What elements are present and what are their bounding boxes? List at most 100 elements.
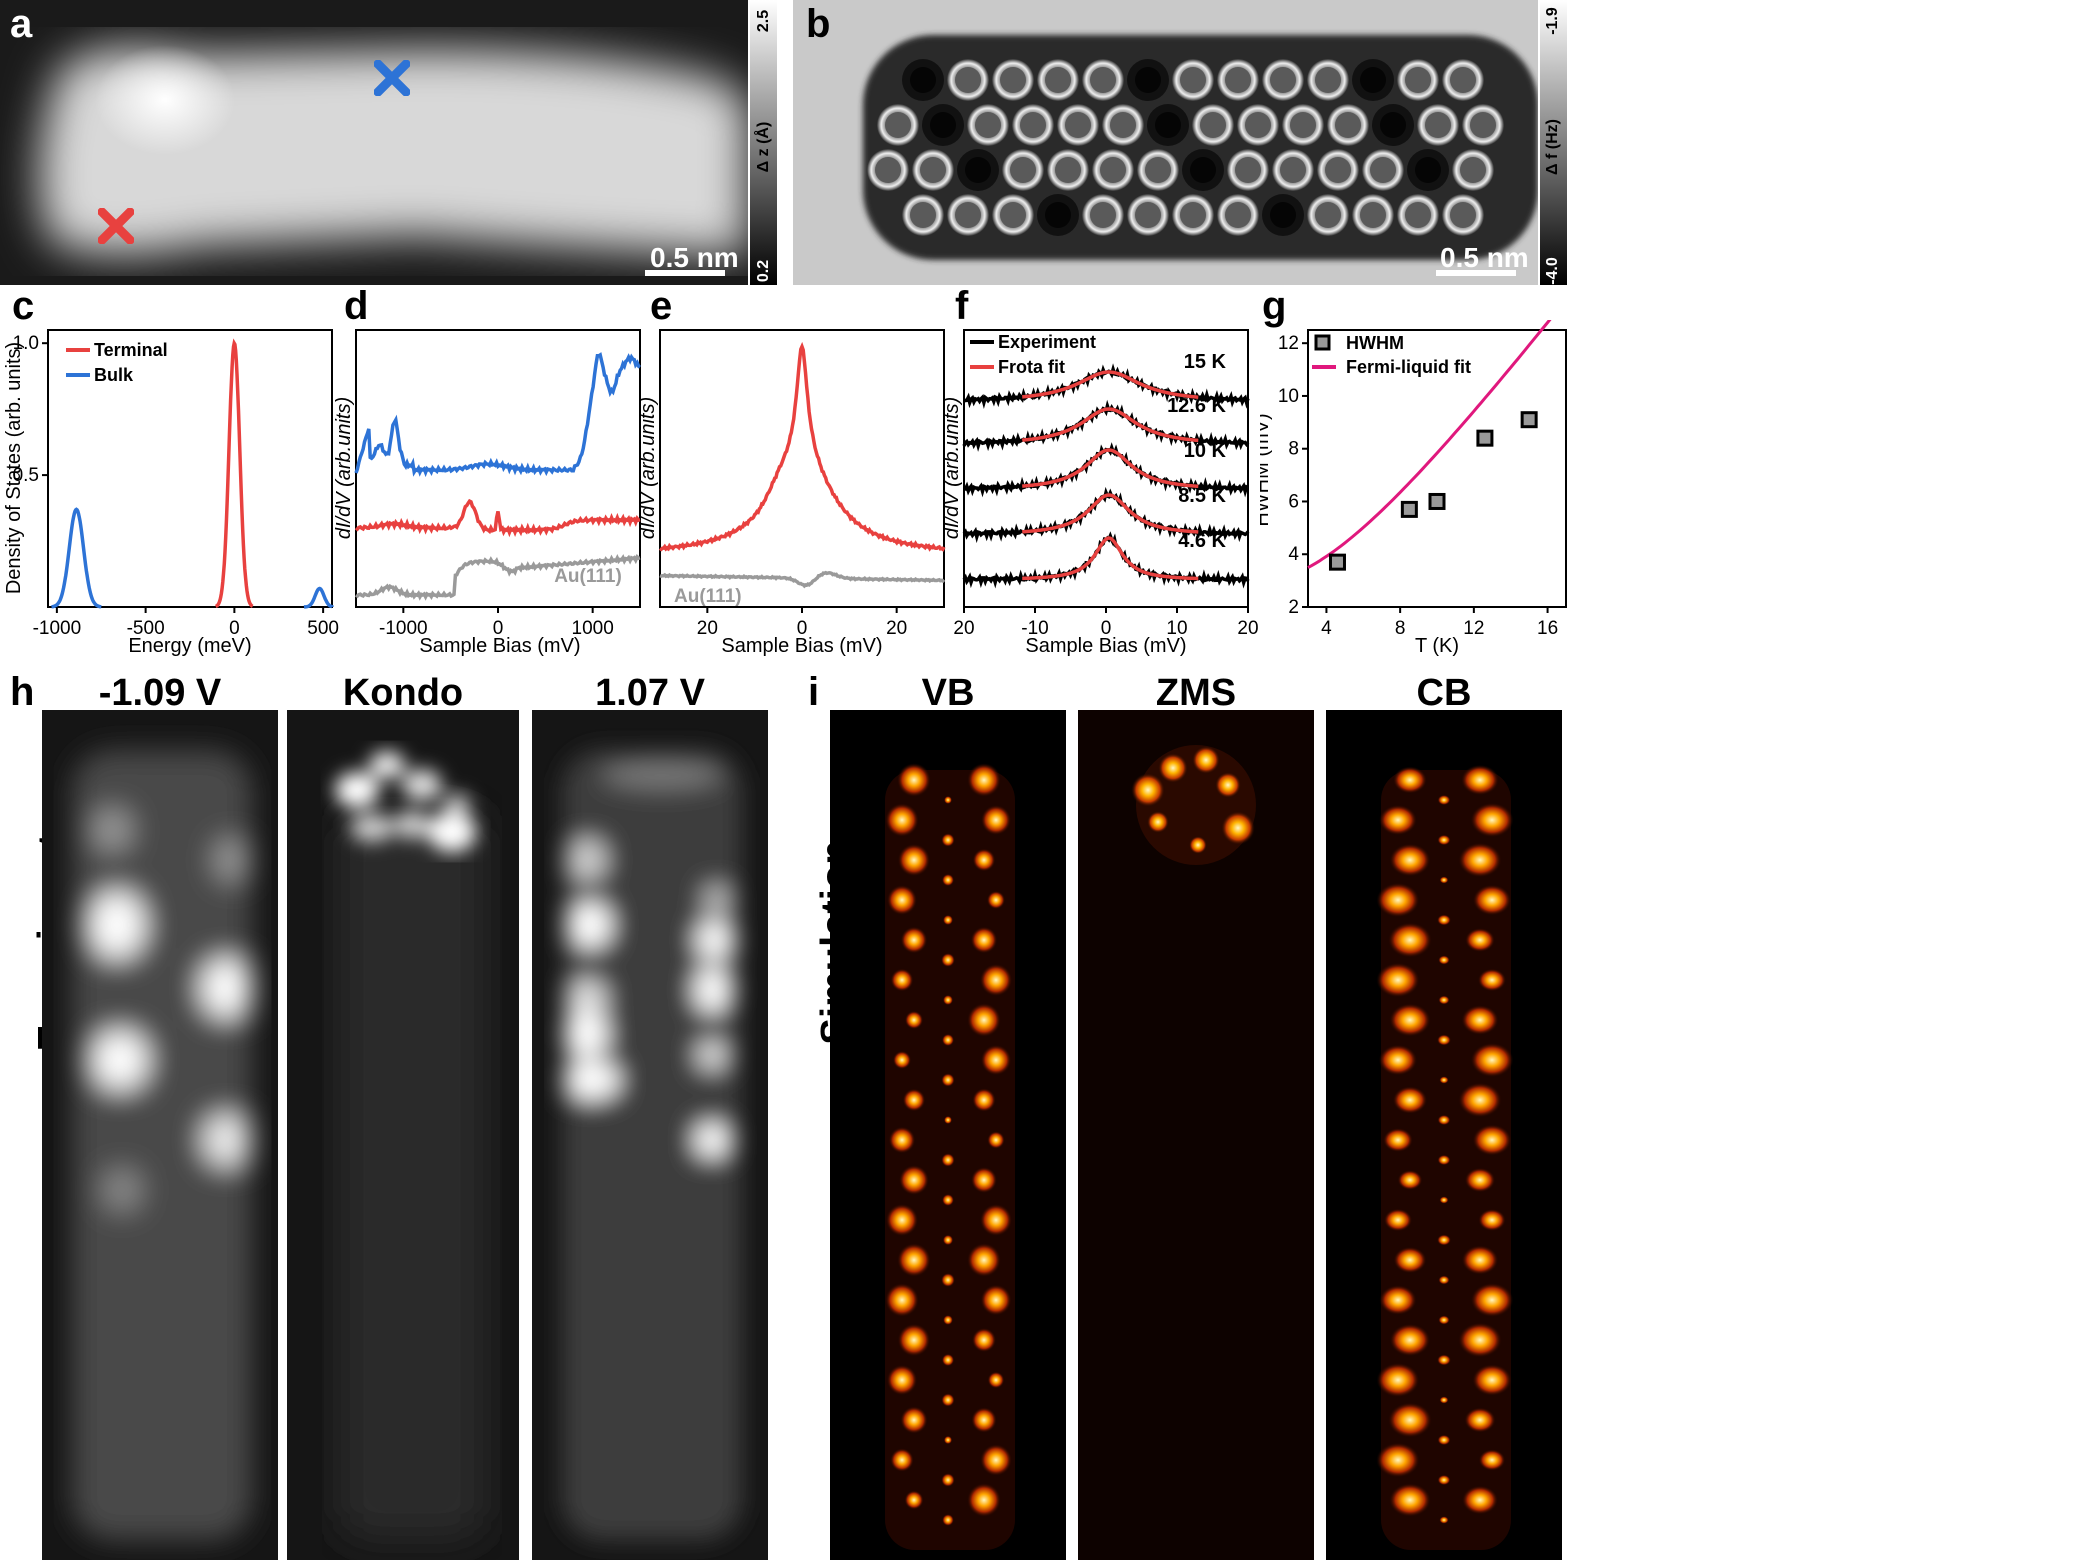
ring-center — [1090, 202, 1116, 228]
series-bulk-didv — [354, 352, 642, 478]
orbital-lobe — [1376, 1362, 1420, 1398]
orbital-lobe — [885, 1203, 919, 1237]
orbital-lobe — [942, 1514, 954, 1526]
ring-center — [965, 157, 991, 183]
orbital-lobe — [943, 795, 953, 805]
ring-center — [1190, 157, 1216, 183]
i-title-cb: CB — [1416, 672, 1472, 714]
legend-hwhm-swatch — [1314, 334, 1331, 351]
ring-center — [1270, 67, 1296, 93]
orbital-lobe — [967, 1003, 1001, 1037]
colorbar-b-min: -4.0 — [1544, 257, 1561, 285]
chart-e-xlabel: Sample Bias (mV) — [721, 635, 882, 657]
orbital-lobe — [1439, 1196, 1449, 1204]
ring-center — [1360, 202, 1386, 228]
orbital-lobe — [1389, 1003, 1431, 1037]
orbital-lobe — [986, 890, 1006, 910]
orbital-lobe — [898, 1164, 930, 1196]
panel-label-e: e — [650, 284, 673, 328]
temperature-label-1: 12.6 K — [1167, 395, 1226, 417]
chart-f-xtick-3: 10 — [1166, 618, 1187, 639]
series-experiment-1 — [962, 399, 1250, 452]
orbital-lobe — [1388, 1402, 1432, 1438]
orbital-lobe — [1477, 968, 1507, 992]
orbital-lobe — [941, 1273, 955, 1287]
chart-e-frame — [659, 329, 945, 608]
orbital-lobe — [1389, 1483, 1431, 1517]
ring-center — [1200, 112, 1226, 138]
orbital-lobe — [1464, 1167, 1496, 1193]
chart-d: -1000 0 1000 Au(111) Sample Bias (mV) dI/d… — [330, 320, 650, 665]
orbital-lobe — [1437, 1474, 1451, 1486]
orbital-lobe — [1437, 794, 1451, 806]
orbital-lobe — [1461, 1005, 1499, 1035]
ring-center — [1415, 157, 1441, 183]
orbital-lobe — [1388, 922, 1432, 958]
orbital-lobe — [1461, 764, 1499, 796]
ring-center — [955, 202, 981, 228]
orbital-lobe — [979, 963, 1013, 997]
colorbar-b-label: Δ f (Hz) — [1544, 119, 1561, 175]
chart-g-xtick-3: 16 — [1537, 618, 1558, 639]
orbital-lobe — [1478, 1208, 1506, 1232]
orbital-lobe — [941, 1033, 955, 1047]
panel-label-b: b — [806, 2, 831, 46]
ring-center — [1000, 202, 1026, 228]
series-frota-1 — [1021, 407, 1199, 443]
ring-center — [1450, 202, 1476, 228]
ring-center — [1405, 67, 1431, 93]
chart-g-ytick-4: 10 — [1278, 386, 1299, 407]
chart-g-xtick-2: 12 — [1463, 618, 1484, 639]
orbital-lobe — [1458, 1322, 1502, 1358]
orbital-lobe — [941, 1073, 955, 1087]
chart-e-xtick-0: 20 — [697, 618, 718, 639]
orbital-lobe — [967, 1483, 1001, 1517]
orbital-lobe — [1379, 1285, 1417, 1315]
orbital-lobe — [1439, 1516, 1449, 1524]
series-frota-4 — [1022, 536, 1199, 581]
orbital-lobe — [941, 1393, 955, 1407]
orbital-lobe — [1437, 1434, 1451, 1446]
i-title-vb: VB — [921, 672, 975, 714]
orbital-lobe — [941, 1473, 955, 1487]
ring-center — [1315, 67, 1341, 93]
ring-center — [1055, 157, 1081, 183]
chart-d-xlabel: Sample Bias (mV) — [419, 635, 580, 657]
chart-c-xlabel: Energy (meV) — [128, 635, 251, 657]
colorbar-b — [1540, 0, 1567, 285]
chart-f: 20 -10 0 10 20 Experiment Frota fit 15 K 12.6… — [938, 320, 1259, 665]
orbital-lobe — [972, 848, 996, 872]
orbital-lobe — [941, 1193, 955, 1207]
chart-c-frame — [47, 329, 333, 608]
panel-label-h: h — [10, 670, 35, 714]
dIdV-map-1.07V — [532, 710, 768, 1560]
ring-center — [1045, 67, 1071, 93]
orbital-lobe — [1461, 1245, 1499, 1275]
orbital-lobe — [1393, 1246, 1427, 1274]
orbital-lobe — [972, 1088, 996, 1112]
dIdV-map-minus-1.09V — [42, 710, 278, 1560]
temperature-label-0: 15 K — [1184, 351, 1227, 373]
temperature-label-4: 4.6 K — [1178, 530, 1226, 552]
orbital-lobe — [1393, 766, 1427, 794]
chart-d-xtick-0: -1000 — [379, 618, 428, 639]
chart-d-au-label: Au(111) — [554, 566, 622, 587]
ring-center — [1425, 112, 1451, 138]
chart-e-au-label: Au(111) — [674, 586, 742, 607]
orbital-lobe — [904, 1490, 924, 1510]
orbital-lobe — [1397, 1170, 1423, 1190]
chart-g-ytick-1: 4 — [1288, 544, 1299, 565]
colorbar-a-label: Δ z (Å) — [755, 121, 772, 173]
chart-f-xlabel: Sample Bias (mV) — [1025, 635, 1186, 657]
orbital-lobe — [888, 1126, 916, 1154]
i-title-zms: ZMS — [1155, 672, 1237, 714]
panel-label-g: g — [1262, 284, 1287, 328]
orbital-lobe — [967, 763, 1001, 797]
orbital-lobe — [1378, 1044, 1418, 1076]
orbital-lobe — [980, 1044, 1012, 1076]
orbital-lobe — [980, 1444, 1012, 1476]
ring-center — [1090, 67, 1116, 93]
series-frota-2 — [1022, 448, 1199, 489]
hwhm-point-1 — [1400, 500, 1418, 518]
orbital-lobe — [1439, 1076, 1449, 1084]
